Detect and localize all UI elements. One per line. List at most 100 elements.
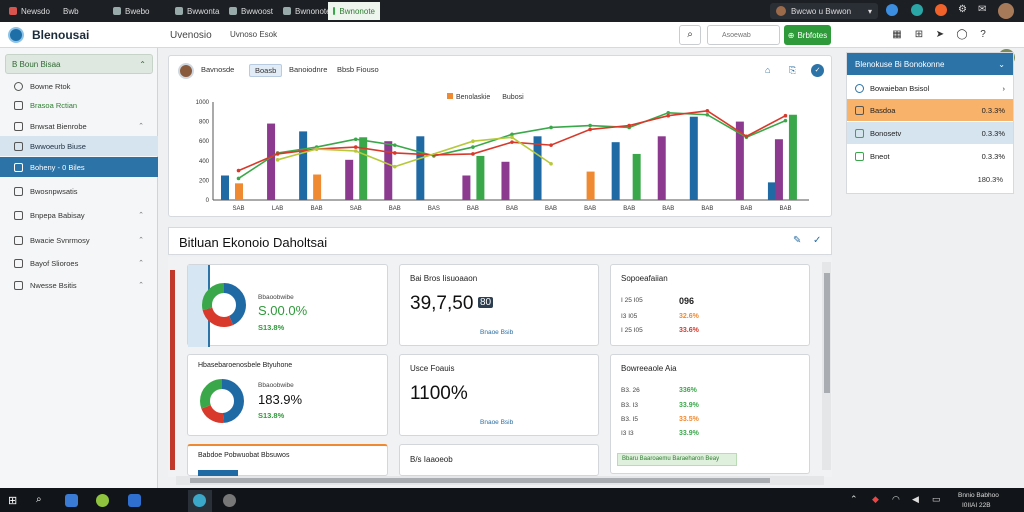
check-icon[interactable]: ✓: [811, 64, 824, 77]
donut-sub: S13.8%: [258, 323, 285, 332]
partial-tile[interactable]: Babdoe Pobwuobat Bbsuwos: [187, 444, 388, 476]
tab[interactable]: Banoiodnre: [289, 65, 328, 74]
tile-title: B/s Iaaoeob: [410, 455, 453, 464]
sidebar-item[interactable]: Bwosnpwsatis: [0, 181, 158, 201]
line-point: [510, 135, 514, 140]
donut-value: 183.9%: [258, 392, 303, 407]
browser-tab[interactable]: Bwwoost: [224, 2, 278, 20]
grid-icon[interactable]: ⊞: [914, 29, 924, 40]
partial-tile[interactable]: B/s Iaaoeob: [399, 444, 599, 476]
sidebar-item[interactable]: Bayof Slioroes ⌃: [0, 253, 158, 273]
search-button[interactable]: ⌕: [679, 25, 701, 45]
search-icon[interactable]: ⌕: [36, 494, 42, 505]
sidebar-item[interactable]: Bnwsat Bienrobe ⌃: [0, 116, 158, 136]
help-icon[interactable]: ?: [980, 29, 986, 40]
x-tick-label: BAB: [389, 206, 401, 212]
check-icon[interactable]: ✓: [813, 235, 822, 246]
share-icon[interactable]: ⎘: [789, 65, 797, 75]
panel-row[interactable]: Bonosetv 0.3.3%: [847, 122, 1013, 144]
bookmark-icon[interactable]: ⌂: [765, 65, 771, 75]
tile-link[interactable]: Bnaoe Bsib: [480, 329, 514, 336]
kpi-tile[interactable]: Bai Bros Iisuoaaon 39,7,50 80 Bnaoe Bsib: [399, 264, 599, 346]
panel-row[interactable]: Basdoa 0.3.3%: [847, 99, 1013, 121]
primary-button[interactable]: ⊕ Brbfotes: [784, 25, 831, 45]
sidebar-item-label: Bwosnpwsatis: [30, 186, 78, 196]
wifi-icon[interactable]: ◠: [892, 494, 900, 504]
panel-row[interactable]: Bneot 0.3.3%: [847, 145, 1013, 167]
browser-tab[interactable]: Bwb: [58, 2, 84, 20]
scrollbar-thumb[interactable]: [824, 273, 830, 393]
app-header: Blenousai Uvenosio Uvnoso Esok ⌕ ⌕ ⊕Brbf…: [0, 22, 1024, 66]
brand-name: Blenousai: [32, 28, 90, 42]
sync-icon[interactable]: [911, 4, 923, 16]
volume-icon[interactable]: ◀: [912, 494, 919, 504]
bell-icon[interactable]: ✉: [978, 4, 987, 15]
left-sidebar: B Boun Bisaa ⌃ Bowne Rtok Brasoa Rctian …: [0, 48, 158, 488]
sidebar-header[interactable]: B Boun Bisaa ⌃: [5, 54, 153, 74]
sidebar-item[interactable]: Bnpepa Babisay ⌃: [0, 205, 158, 225]
sidebar-item[interactable]: Brasoa Rctian: [0, 95, 158, 115]
donut-label: Bbaoobwibe: [258, 294, 294, 301]
user-avatar[interactable]: [998, 3, 1014, 19]
donut-tile[interactable]: Hbasebaroenosbele Btyuhone Bbaoobwibe 18…: [187, 354, 388, 436]
line-point: [627, 123, 631, 128]
sidebar-item[interactable]: Bowne Rtok: [0, 76, 158, 96]
alert-icon[interactable]: [935, 4, 947, 16]
kpi-tile[interactable]: Usce Foauis 1100% Bnaoe Bsib: [399, 354, 599, 436]
explorer-icon[interactable]: [65, 494, 78, 507]
gear-icon[interactable]: ⚙: [958, 4, 967, 15]
tab[interactable]: Bbsb Fiouso: [337, 65, 379, 74]
send-icon[interactable]: ➤: [935, 29, 945, 40]
sidebar-item[interactable]: Bwwoeurb Biuse: [0, 136, 158, 156]
browser-tab[interactable]: Bwebo: [108, 2, 154, 20]
line-point: [588, 123, 592, 128]
chat-icon[interactable]: ◯: [956, 29, 968, 40]
line-point: [275, 152, 280, 156]
line-point: [314, 147, 319, 151]
x-tick-label: BAB: [467, 206, 479, 212]
notification-icon[interactable]: [886, 4, 898, 16]
legend-item: Benolaskie: [447, 93, 490, 101]
search-input[interactable]: [707, 25, 780, 45]
tab-label: Bwwoost: [241, 6, 274, 16]
battery-icon[interactable]: ▭: [932, 494, 941, 504]
tab[interactable]: Bavnosde: [201, 65, 235, 74]
security-icon[interactable]: ◆: [872, 494, 879, 504]
sidebar-item[interactable]: Nwesse Bsitis ⌃: [0, 275, 158, 295]
windows-start-icon[interactable]: ⊞: [8, 495, 18, 507]
clock-text[interactable]: Bnnio Babhoo: [958, 492, 999, 499]
sidebar-item-active[interactable]: Boheny - 0 Biles: [0, 157, 158, 177]
panel-row[interactable]: Bowaieban Bsisol ›: [847, 77, 1013, 99]
list-tile[interactable]: Sopoeafaiian I 25 I05 096 I3 I05 32.6% I…: [610, 264, 810, 346]
tile-link[interactable]: Bnaoe Bsib: [480, 419, 514, 426]
browser-tab[interactable]: Newsdo: [4, 2, 55, 20]
settings-icon[interactable]: [223, 494, 236, 507]
footer-badge[interactable]: Bbaru Baaroaemu Baraeharon Beay: [617, 453, 737, 466]
donut-tile[interactable]: Bbaoobwibe S.00.0% S13.8%: [187, 264, 388, 347]
doc-icon: [14, 280, 23, 290]
browser-icon[interactable]: [96, 494, 109, 507]
app-icon[interactable]: [193, 494, 206, 507]
mail-icon[interactable]: [128, 494, 141, 507]
profile-pill[interactable]: Bwcwo u Bwwon ▾: [770, 3, 878, 19]
chart-legend: Benolaskie Bubosi: [447, 93, 524, 101]
sidebar-item[interactable]: Bwacie Svnrmosy ⌃: [0, 230, 158, 250]
tile-title: Babdoe Pobwuobat Bbsuwos: [198, 452, 290, 459]
bar: [359, 137, 368, 200]
x-tick-label: BAB: [623, 206, 635, 212]
browser-tab[interactable]: Bwnonote: [278, 2, 336, 20]
browser-tab-active[interactable]: Bwnonote: [328, 2, 380, 20]
donut-value: S.00.0%: [258, 303, 308, 318]
chart-icon: [14, 100, 23, 110]
tab-label: Newsdo: [21, 6, 50, 16]
scrollbar-thumb[interactable]: [190, 478, 770, 483]
tab-active[interactable]: Boasb: [249, 64, 283, 77]
panel-row-value: 0.3.3%: [981, 128, 1005, 138]
calendar-icon[interactable]: ▦: [892, 29, 902, 40]
list-tile[interactable]: Bowreeaole Aia B3. 26 336% B3. I3 33.9% …: [610, 354, 810, 474]
edit-icon[interactable]: ✎: [793, 235, 802, 246]
chevron-up-icon[interactable]: ⌃: [850, 494, 858, 504]
date-text[interactable]: I0IIAI 22B: [962, 502, 991, 509]
panel-header[interactable]: Blenokuse Bi Bonokonne ⌄: [847, 53, 1013, 75]
browser-tab[interactable]: Bwwonta: [170, 2, 224, 20]
